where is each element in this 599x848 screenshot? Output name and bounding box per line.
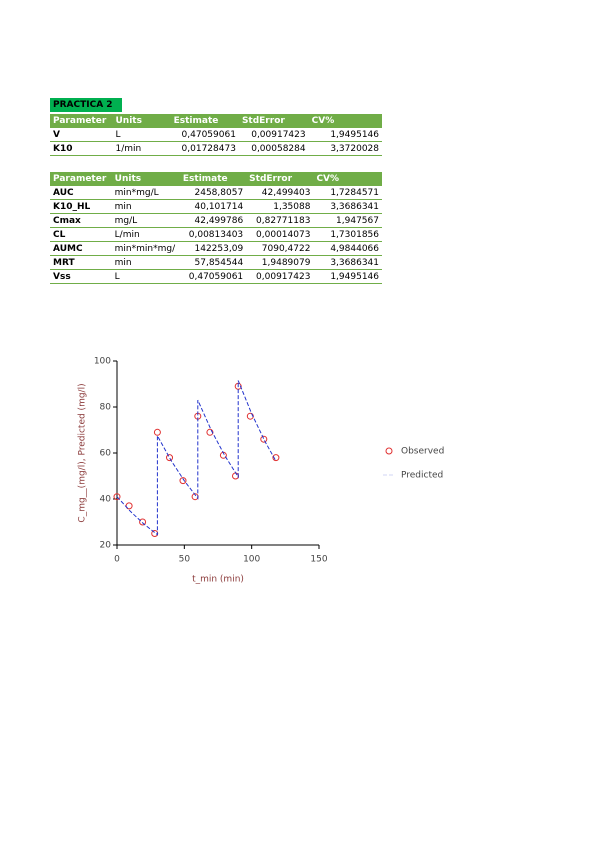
table-cell: K10 bbox=[50, 141, 113, 156]
header-row: Parameter Units Estimate StdError CV% bbox=[50, 172, 382, 186]
table-row: K10 1/min 0,01728473 0,00058284 3,3720028 bbox=[50, 141, 382, 156]
table-cell: 0,00917423 bbox=[246, 269, 314, 284]
y-tick-label: 40 bbox=[100, 495, 112, 505]
observed-point bbox=[139, 518, 147, 526]
observed-point bbox=[125, 502, 133, 510]
table-cell: 2458,8057 bbox=[179, 185, 247, 200]
table: Parameter Units Estimate StdError CV% V L 0,470… bbox=[50, 114, 382, 156]
table-cell: 1,9495146 bbox=[308, 127, 382, 142]
table-body: AUC min*mg/L 2458,8057 42,499403 1,7284571 K1… bbox=[50, 185, 382, 284]
table-cell: L bbox=[112, 127, 171, 142]
x-tick-label: 0 bbox=[114, 555, 120, 565]
header-row: Parameter Units Estimate StdError CV% bbox=[50, 114, 382, 128]
y-tick-label: 100 bbox=[94, 357, 111, 367]
table-cell: 0,47059061 bbox=[179, 269, 247, 284]
header-cell: CV% bbox=[313, 172, 382, 186]
header-cell: Estimate bbox=[170, 114, 239, 128]
table-cell: min*mg/L bbox=[111, 185, 180, 200]
x-tick-label: 100 bbox=[243, 555, 260, 565]
table-cell: 0,82771183 bbox=[246, 213, 314, 228]
table-cell: 3,3686341 bbox=[313, 255, 382, 270]
table-cell: 4,9844066 bbox=[313, 241, 382, 256]
legend-label: Observed bbox=[401, 447, 444, 457]
table-row: AUC min*mg/L 2458,8057 42,499403 1,7284571 bbox=[50, 185, 382, 200]
table-cell: min bbox=[111, 199, 180, 214]
table-cell: min bbox=[111, 255, 180, 270]
table-cell: 1,9495146 bbox=[313, 269, 382, 284]
table-cell: MRT bbox=[50, 255, 112, 270]
header-cell: Units bbox=[112, 114, 171, 128]
table-cell: 1,35088 bbox=[246, 199, 314, 214]
table-cell: Cmax bbox=[50, 213, 112, 228]
header-cell: StdError bbox=[246, 172, 314, 186]
predicted-line bbox=[116, 380, 277, 536]
header-cell: Estimate bbox=[179, 172, 247, 186]
table-row: K10_HL min 40,101714 1,35088 3,3686341 bbox=[50, 199, 382, 214]
table-cell: 3,3686341 bbox=[313, 199, 382, 214]
observed-point bbox=[113, 493, 121, 501]
table-cell: 40,101714 bbox=[179, 199, 247, 214]
table-cell: CL bbox=[50, 227, 112, 242]
observed-point bbox=[232, 472, 240, 480]
table-cell: 42,499403 bbox=[246, 185, 314, 200]
table-header: Parameter Units Estimate StdError CV% bbox=[50, 172, 382, 186]
observed-point bbox=[166, 454, 174, 462]
table-cell: 142253,09 bbox=[179, 241, 247, 256]
table-cell: 0,00917423 bbox=[238, 127, 309, 142]
table-body: V L 0,47059061 0,00917423 1,9495146 K10 1/min 0… bbox=[50, 127, 382, 156]
legend-marker bbox=[385, 447, 393, 455]
y-tick-label: 60 bbox=[100, 449, 112, 459]
table-row: CL L/min 0,00813403 0,00014073 1,7301856 bbox=[50, 227, 382, 242]
table-cell: 0,00813403 bbox=[179, 227, 247, 242]
table-row: V L 0,47059061 0,00917423 1,9495146 bbox=[50, 127, 382, 142]
table-cell: 0,00014073 bbox=[246, 227, 314, 242]
table-cell: 42,499786 bbox=[179, 213, 247, 228]
table-cell: K10_HL bbox=[50, 199, 112, 214]
observed-point bbox=[260, 435, 268, 443]
observed-point bbox=[179, 477, 187, 485]
table-row: AUMC min*min*mg/142253,09 7090,4722 4,98440… bbox=[50, 241, 382, 256]
header-cell: Parameter bbox=[50, 114, 113, 128]
table-cell: 1,7301856 bbox=[313, 227, 382, 242]
y-tick-label: 80 bbox=[100, 403, 112, 413]
table-cell: 1,7284571 bbox=[313, 185, 382, 200]
sheet-title: PRACTICA 2 bbox=[50, 98, 122, 112]
table: Parameter Units Estimate StdError CV% AUC min*… bbox=[50, 172, 382, 284]
table-cell: Vss bbox=[50, 269, 112, 284]
x-tick-label: 50 bbox=[179, 555, 191, 565]
table-cell: min*min*mg/ bbox=[111, 241, 180, 256]
table-cell: AUC bbox=[50, 185, 112, 200]
table-cell: AUMC bbox=[50, 241, 112, 256]
observed-point bbox=[153, 428, 161, 436]
table-cell: 1,9489079 bbox=[246, 255, 314, 270]
table-cell: 0,47059061 bbox=[170, 127, 239, 142]
table-row: Cmax mg/L 42,499786 0,82771183 1,947567 bbox=[50, 213, 382, 228]
header-cell: Parameter bbox=[50, 172, 112, 186]
table-header: Parameter Units Estimate StdError CV% bbox=[50, 114, 382, 128]
observed-point bbox=[272, 454, 280, 462]
y-axis-label: C_mg__(mg/l), Predicted (mg/l) bbox=[78, 383, 88, 522]
header-cell: Units bbox=[111, 172, 180, 186]
table-cell: 1/min bbox=[112, 141, 171, 156]
table-cell: L bbox=[111, 269, 180, 284]
table-row: Vss L 0,47059061 0,00917423 1,9495146 bbox=[50, 269, 382, 284]
y-tick-label: 20 bbox=[100, 541, 112, 551]
table-cell: L/min bbox=[111, 227, 180, 242]
table-cell: 57,854544 bbox=[179, 255, 247, 270]
table-row: MRT min 57,854544 1,9489079 3,3686341 bbox=[50, 255, 382, 270]
header-cell: CV% bbox=[308, 114, 382, 128]
table-cell: 7090,4722 bbox=[246, 241, 314, 256]
header-cell: StdError bbox=[238, 114, 309, 128]
table-cell: mg/L bbox=[111, 213, 180, 228]
x-axis-label: t_min (min) bbox=[192, 575, 244, 585]
table-cell: V bbox=[50, 127, 113, 142]
table-cell: 0,00058284 bbox=[238, 141, 309, 156]
x-tick-label: 150 bbox=[310, 555, 327, 565]
table-cell: 3,3720028 bbox=[308, 141, 382, 156]
table-cell: 0,01728473 bbox=[170, 141, 239, 156]
table-cell: 1,947567 bbox=[313, 213, 382, 228]
legend-label: Predicted bbox=[401, 471, 443, 481]
